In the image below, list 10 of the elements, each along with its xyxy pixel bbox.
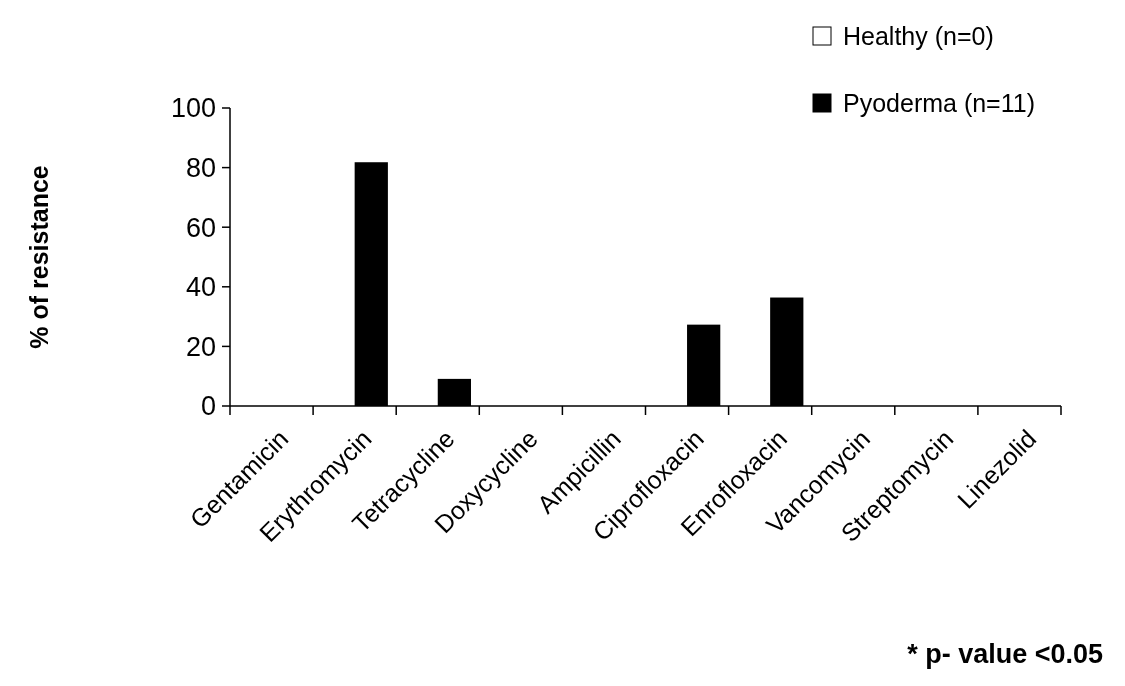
y-tick-label: 40 [185,272,216,303]
y-tick-label: 100 [170,93,216,124]
y-tick-label: 0 [200,391,216,422]
y-axis-title: % of resistance [25,165,53,349]
y-tick-label: 20 [185,331,216,362]
text: * p- value <0.05 [907,639,1103,669]
legend-label: Pyoderma (n=11) [843,88,1035,117]
y-tick-label: 60 [185,212,216,243]
legend-label: Healthy (n=0) [843,21,994,50]
y-tick-label: 80 [185,153,216,184]
